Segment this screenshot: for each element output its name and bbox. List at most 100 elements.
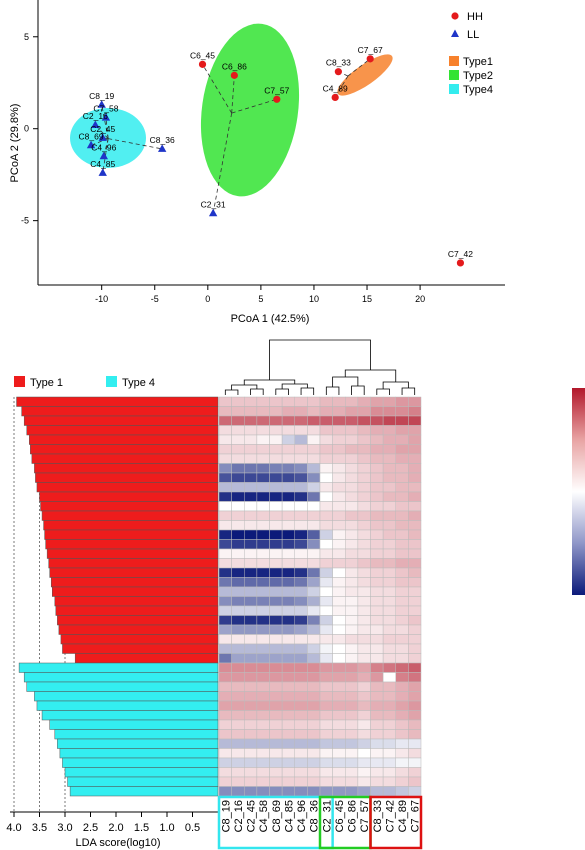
heatmap-cell	[408, 501, 422, 512]
heatmap-cell	[307, 406, 321, 417]
heatmap-group-box	[369, 795, 423, 850]
heatmap-cell	[357, 453, 371, 464]
heatmap-cell	[244, 529, 258, 540]
pcoa-point-label: C4_85	[90, 159, 115, 169]
heatmap-cell	[357, 472, 371, 483]
heatmap-cell	[382, 406, 396, 417]
heatmap-cell	[244, 757, 258, 768]
heatmap-cell	[244, 453, 258, 464]
heatmap-cell	[307, 634, 321, 645]
heatmap-cell	[256, 615, 270, 626]
lda-x-tick-label: 1.0	[159, 822, 174, 834]
heatmap-cell	[281, 406, 295, 417]
heatmap-cell	[357, 586, 371, 597]
lda-bar	[64, 767, 219, 778]
heatmap-cell	[281, 434, 295, 445]
heatmap-cell	[357, 529, 371, 540]
heatmap-cell	[256, 472, 270, 483]
dendrogram-branch	[332, 376, 359, 387]
heatmap-cell	[319, 605, 333, 616]
heatmap-cell	[370, 624, 384, 635]
heatmap-cell	[332, 567, 346, 578]
heatmap-cell	[408, 691, 422, 702]
heatmap-cell	[269, 434, 283, 445]
heatmap-cell	[281, 596, 295, 607]
heatmap-cell	[382, 634, 396, 645]
heatmap-cell	[395, 710, 409, 721]
heatmap-cell	[307, 558, 321, 569]
heatmap-cell	[345, 757, 359, 768]
heatmap-cell	[357, 653, 371, 664]
heatmap-cell	[256, 776, 270, 787]
heatmap-cell	[382, 567, 396, 578]
pcoa-point-hh	[331, 93, 339, 102]
heatmap-cell	[395, 605, 409, 616]
heatmap-cell	[395, 719, 409, 730]
heatmap-cell	[294, 406, 308, 417]
heatmap-column-label: C2_16	[233, 800, 245, 832]
heatmap-cell	[395, 624, 409, 635]
lda-bar	[34, 463, 219, 474]
pcoa-x-tick-label: 5	[258, 294, 263, 304]
heatmap-cell	[408, 444, 422, 455]
heatmap-cell	[357, 510, 371, 521]
heatmap-group-box	[217, 795, 334, 850]
heatmap-cell	[256, 539, 270, 550]
heatmap-cell	[345, 700, 359, 711]
lda-x-tick-label: 3.0	[57, 822, 72, 834]
heatmap-cell	[218, 396, 232, 407]
heatmap-cell	[231, 472, 245, 483]
heatmap-cell	[256, 529, 270, 540]
heatmap-cell	[269, 567, 283, 578]
heatmap-cell	[370, 434, 384, 445]
heatmap-cell	[294, 558, 308, 569]
heatmap-cell	[370, 463, 384, 474]
heatmap-cell	[332, 691, 346, 702]
heatmap-cell	[382, 719, 396, 730]
heatmap-cell	[382, 700, 396, 711]
heatmap-cell	[370, 748, 384, 759]
heatmap-cell	[294, 748, 308, 759]
heatmap-cell	[370, 406, 384, 417]
heatmap-cell	[231, 634, 245, 645]
lda-bar	[59, 748, 219, 759]
heatmap-cell	[307, 491, 321, 502]
heatmap-cell	[382, 463, 396, 474]
heatmap-cell	[319, 757, 333, 768]
heatmap-cell	[332, 729, 346, 740]
heatmap-cell	[281, 672, 295, 683]
heatmap-cell	[370, 786, 384, 797]
heatmap-cell	[408, 396, 422, 407]
heatmap-cell	[307, 786, 321, 797]
lda-bar	[54, 596, 219, 607]
heatmap-cell	[395, 472, 409, 483]
heatmap-cell	[370, 729, 384, 740]
heatmap-cell	[294, 548, 308, 559]
pcoa-y-tick-label: 0	[24, 124, 29, 134]
heatmap-cell	[382, 729, 396, 740]
heatmap-cell	[231, 548, 245, 559]
heatmap-cell	[281, 634, 295, 645]
heatmap-cell	[218, 786, 232, 797]
heatmap-cell	[256, 738, 270, 749]
heatmap-cell	[244, 786, 258, 797]
heatmap-cell	[319, 662, 333, 673]
heatmap-cell	[256, 786, 270, 797]
heatmap-cell	[370, 539, 384, 550]
heatmap-cell	[231, 567, 245, 578]
heatmap-cell	[231, 510, 245, 521]
heatmap-cell	[332, 558, 346, 569]
heatmap-cell	[319, 558, 333, 569]
heatmap-column-label: C6_86	[347, 800, 359, 832]
heatmap-cell	[269, 463, 283, 474]
heatmap-cell	[294, 596, 308, 607]
heatmap-column-label: C2_45	[246, 800, 258, 832]
heatmap-cell	[370, 738, 384, 749]
heatmap-cell	[345, 767, 359, 778]
heatmap-cell	[256, 444, 270, 455]
heatmap-cell	[218, 757, 232, 768]
heatmap-cell	[231, 406, 245, 417]
heatmap-cell	[244, 539, 258, 550]
heatmap-cell	[307, 653, 321, 664]
heatmap-cell	[256, 596, 270, 607]
